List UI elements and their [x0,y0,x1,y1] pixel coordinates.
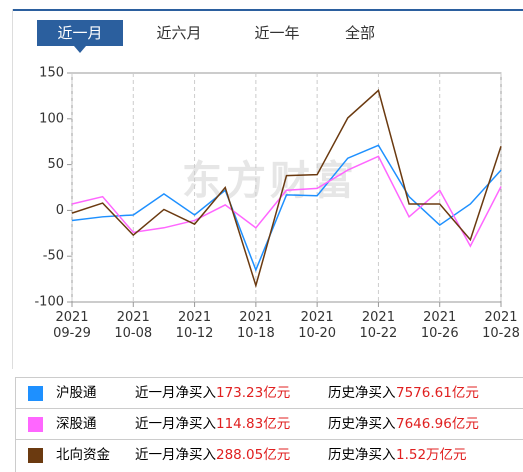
month-label: 近一月净买入 [135,447,216,463]
legend-swatch [28,448,43,463]
legend-name: 深股通 [56,416,97,432]
x-tick-label: 2021 10-20 [298,310,337,341]
history-label: 历史净买入 [328,447,396,463]
legend-row: 沪股通 近一月净买入 173.23亿元 历史净买入 7576.61亿元 [16,377,523,409]
series-line [71,89,502,289]
month-value: 288.05亿元 [216,447,291,463]
history-value: 1.52万亿元 [396,447,467,463]
history-value: 7646.96亿元 [396,416,479,432]
top-border [12,9,523,11]
month-label: 近一月净买入 [135,385,216,401]
history-value: 7576.61亿元 [396,385,479,401]
series-line [71,155,502,248]
x-tick-label: 2021 10-28 [482,310,520,341]
tab-pointer [74,46,86,53]
x-tick-label: 2021 10-08 [114,310,153,341]
month-value: 114.83亿元 [216,416,291,432]
x-tick-label: 2021 10-26 [420,310,459,341]
legend-swatch [28,386,43,401]
history-label: 历史净买入 [328,385,396,401]
x-tick-label: 2021 10-18 [236,310,275,341]
legend-name: 北向资金 [56,447,110,463]
y-tick-label: 0 [56,203,64,218]
legend-swatch [28,417,43,432]
legend-row: 深股通 近一月净买入 114.83亿元 历史净买入 7646.96亿元 [16,408,523,440]
y-tick-label: 50 [47,157,64,172]
tab[interactable]: 全部 [344,24,375,42]
x-tick-label: 2021 09-29 [53,310,91,341]
month-value: 173.23亿元 [216,385,291,401]
series-line [71,144,502,272]
x-tick-label: 2021 10-12 [175,310,214,341]
chart: 东方财富 -100 -50 0 50 100 150 [34,46,502,310]
y-tick-label: -100 [34,295,64,310]
tab[interactable]: 近一年 [254,24,300,42]
x-tick-label: 2021 10-22 [359,310,398,341]
tab[interactable]: 近六月 [156,24,202,42]
left-border [12,9,13,369]
watermark: 东方财富 [182,158,358,204]
y-tick-label: 100 [39,111,64,126]
tab[interactable]: 近一月 [37,20,123,46]
legend-row: 北向资金 近一月净买入 288.05亿元 历史净买入 1.52万亿元 [16,439,523,471]
legend-box [15,377,523,472]
y-tick-label: -50 [43,249,64,264]
month-label: 近一月净买入 [135,416,216,432]
legend-name: 沪股通 [56,385,97,401]
history-label: 历史净买入 [328,416,396,432]
y-tick-label: 150 [39,66,64,81]
